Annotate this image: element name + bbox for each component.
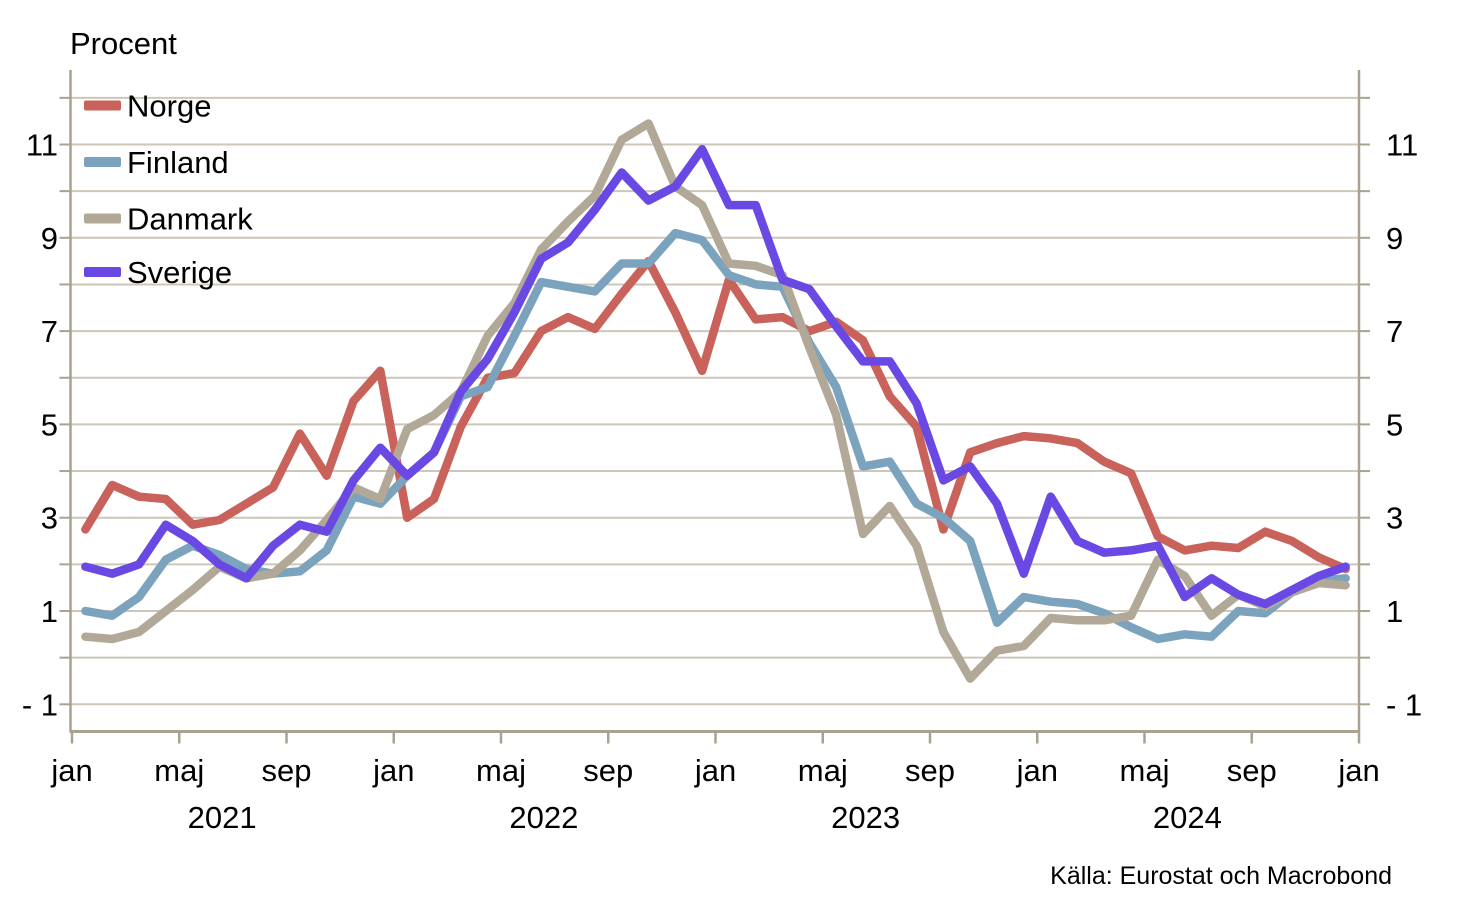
x-label-7: maj [798, 753, 848, 788]
y-label-right-11: 11 [1386, 128, 1418, 163]
x-label-8: sep [905, 753, 955, 788]
axes [59, 70, 1370, 744]
y-label-left--1: - 1 [22, 687, 58, 722]
series-lines [81, 119, 1350, 683]
legend-swatch-danmark [84, 213, 121, 224]
x-label-0: jan [50, 753, 92, 788]
series-line-sverige [81, 144, 1350, 609]
x-label-1: maj [154, 753, 204, 788]
gridlines [70, 96, 1359, 706]
x-label-10: maj [1120, 753, 1170, 788]
y-label-right--1: - 1 [1386, 687, 1422, 722]
y-label-right-1: 1 [1386, 594, 1403, 629]
x-label-5: sep [583, 753, 633, 788]
legend: Norge Finland Danmark Sverige [84, 89, 253, 290]
x-label-11: sep [1227, 753, 1277, 788]
x-year-label-2021: 2021 [188, 800, 257, 835]
legend-swatch-finland [84, 157, 121, 167]
x-label-9: jan [1016, 753, 1058, 788]
y-label-left-3: 3 [41, 501, 58, 536]
legend-label-danmark: Danmark [127, 202, 253, 237]
x-year-label-2023: 2023 [831, 800, 900, 835]
x-label-2: sep [262, 753, 312, 788]
x-year-label-2022: 2022 [509, 800, 578, 835]
y-label-left-5: 5 [41, 407, 58, 442]
y-label-left-7: 7 [41, 314, 58, 349]
y-label-left-11: 11 [26, 128, 58, 163]
chart-title: Procent [70, 26, 177, 61]
x-label-4: maj [476, 753, 526, 788]
series-line-danmark [81, 119, 1350, 683]
y-label-right-7: 7 [1386, 314, 1403, 349]
y-label-right-9: 9 [1386, 221, 1403, 256]
legend-label-sverige: Sverige [127, 255, 232, 290]
y-label-right-5: 5 [1386, 407, 1403, 442]
y-label-left-1: 1 [41, 594, 58, 629]
legend-label-finland: Finland [127, 145, 229, 180]
x-label-12: jan [1337, 753, 1379, 788]
x-label-6: jan [694, 753, 736, 788]
source-attribution: Källa: Eurostat och Macrobond [1050, 862, 1392, 890]
legend-swatch-norge [84, 100, 121, 111]
legend-swatch-sverige [84, 267, 121, 277]
series-line-norge [81, 256, 1350, 574]
x-year-label-2024: 2024 [1153, 800, 1222, 835]
y-label-right-3: 3 [1386, 501, 1403, 536]
legend-label-norge: Norge [127, 89, 211, 124]
series-line-finland [81, 228, 1350, 644]
x-label-3: jan [372, 753, 414, 788]
y-label-left-9: 9 [41, 221, 58, 256]
